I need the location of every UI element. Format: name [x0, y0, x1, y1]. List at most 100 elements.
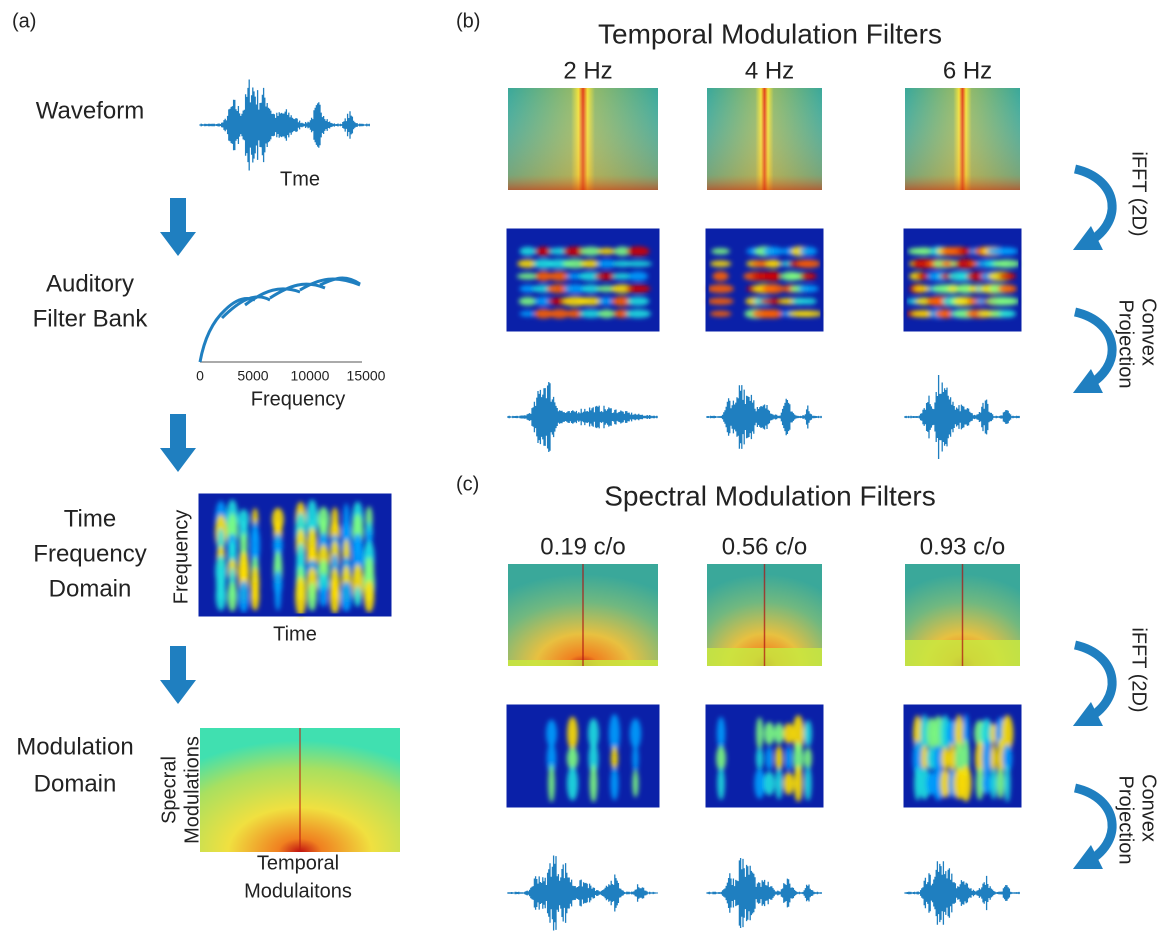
- spectrogram: [804, 766, 811, 801]
- spectrogram: [295, 577, 306, 617]
- spectrogram: [519, 297, 537, 306]
- spectrogram: [798, 285, 818, 292]
- panel-label: (c): [456, 473, 479, 495]
- spectrogram: [627, 297, 649, 306]
- step-label: Auditory: [46, 270, 134, 297]
- curved-arrow: [1075, 788, 1112, 863]
- tick-label: 0: [196, 368, 204, 384]
- down-arrow: [160, 198, 196, 704]
- spectrogram: [275, 582, 281, 610]
- spectrogram: [999, 273, 1017, 280]
- arrow-label: iFFT (2D): [1128, 627, 1150, 712]
- spectrogram: [548, 765, 555, 803]
- spectrogram: [982, 739, 991, 778]
- spectrogram: [982, 773, 991, 794]
- tick-label: 15000: [347, 368, 386, 384]
- filter-label: 6 Hz: [943, 57, 992, 84]
- spectrogram: [960, 765, 971, 801]
- filter-label: 0.19 c/o: [540, 533, 625, 560]
- step-label: Domain: [49, 575, 132, 602]
- spectrogram: [995, 260, 1021, 268]
- spectrogram: [626, 285, 651, 293]
- spectrogram: [996, 248, 1018, 255]
- spectrogram: [794, 765, 803, 802]
- spectrogram: [625, 309, 651, 318]
- spectrogram: [319, 586, 327, 606]
- spectrogram: [354, 586, 361, 607]
- filter-label: 0.93 c/o: [920, 533, 1005, 560]
- filter-label: 2 Hz: [563, 57, 612, 84]
- spectrogram: [630, 719, 641, 749]
- spectrogram: [717, 767, 724, 800]
- spectrogram: [238, 581, 249, 613]
- spectrogram: [364, 581, 374, 613]
- spectrogram: [628, 272, 648, 281]
- arrow-label: iFFT (2D): [1128, 151, 1150, 236]
- arrow-label: Projection: [1115, 776, 1137, 865]
- step-label: Frequency: [33, 540, 146, 567]
- spectrogram: [708, 298, 734, 305]
- filter-image: [707, 88, 822, 190]
- axis-label: Specral: [158, 756, 180, 824]
- spectrogram: [341, 582, 353, 612]
- panel-title: Temporal Modulation Filters: [598, 18, 942, 49]
- spectrogram: [765, 271, 781, 281]
- spectrogram: [632, 770, 638, 798]
- spectrogram: [517, 273, 539, 279]
- spectrogram: [519, 247, 536, 256]
- spectrogram: [763, 309, 783, 318]
- spectrogram: [775, 768, 782, 800]
- curved-arrow: [1075, 312, 1112, 387]
- step-label: Domain: [34, 770, 117, 797]
- spectrogram: [710, 311, 732, 317]
- panel-label: (a): [12, 10, 36, 32]
- spectrogram: [804, 720, 812, 747]
- spectrogram: [754, 768, 765, 799]
- spectrogram: [610, 767, 618, 801]
- spectrogram: [307, 582, 316, 611]
- spectrogram: [999, 310, 1016, 318]
- spectrogram: [756, 717, 763, 750]
- spectrogram: [712, 271, 728, 281]
- spectrogram: [765, 260, 781, 268]
- spectrogram: [795, 310, 823, 317]
- arrow-label: Projection: [1115, 300, 1137, 389]
- spectrogram: [632, 744, 638, 773]
- panel-c: 0.19 c/o0.56 c/o0.93 c/oiFFT (2D)ConvexP…: [508, 533, 1160, 930]
- axis-label: Frequency: [170, 510, 192, 605]
- filter-label: 4 Hz: [745, 57, 794, 84]
- spectrogram: [717, 717, 725, 751]
- spectrogram: [998, 285, 1017, 293]
- spectrogram: [330, 579, 340, 614]
- spectrogram: [783, 723, 794, 744]
- spectrogram: [997, 768, 1005, 799]
- spectrogram: [590, 764, 598, 802]
- spectrogram: [762, 284, 785, 293]
- filter-label: 0.56 c/o: [722, 533, 807, 560]
- spectrogram: [200, 495, 390, 616]
- axis-label: Frequency: [251, 388, 346, 410]
- spectrogram: [707, 284, 734, 293]
- waveform: [200, 80, 370, 171]
- spectrogram: [764, 722, 774, 745]
- spectrogram: [711, 248, 730, 254]
- curved-arrow: [1075, 169, 1112, 244]
- filter-image: [508, 88, 658, 190]
- spectrogram: [775, 746, 783, 771]
- spectrogram: [627, 246, 650, 256]
- axis-label: Modulations: [181, 736, 203, 844]
- figure: (a) Waveform Tme Auditory Filter Bank 0 …: [0, 0, 1174, 931]
- spectrogram: [995, 297, 1019, 305]
- axis-label: Time: [273, 623, 317, 645]
- spectrogram: [941, 747, 949, 769]
- spectrogram: [764, 771, 775, 795]
- tick-label: 5000: [237, 368, 268, 384]
- spectrogram: [796, 260, 820, 268]
- step-label: Time: [64, 505, 116, 532]
- step-label: Filter Bank: [33, 305, 149, 332]
- spectrogram: [251, 582, 259, 610]
- spectrogram: [624, 261, 652, 267]
- step-label: Waveform: [36, 97, 144, 124]
- spectrogram: [800, 298, 816, 305]
- step-label: Modulation: [16, 733, 133, 760]
